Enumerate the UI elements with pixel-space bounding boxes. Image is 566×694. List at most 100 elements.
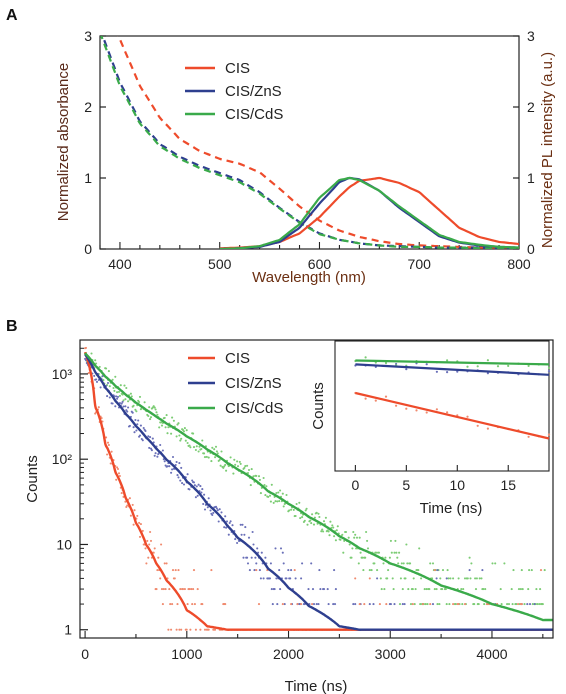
decay-point-cis-zns [159,443,162,447]
decay-point-cis-zns [270,588,273,591]
decay-point-cis-cds [398,551,401,554]
decay-point-cis-cds [282,505,285,508]
decay-point-cis-cds [214,456,217,459]
decay-point-cis-cds [315,511,318,514]
decay-point-cis-cds [238,460,241,463]
decay-point-cis-zns [180,466,183,469]
decay-point-cis-cds [299,517,302,520]
inset-point-cis-zns [446,371,449,374]
inset-point-cis [395,404,398,407]
inset-point-cis [476,424,479,427]
decay-point-cis [149,530,152,534]
decay-point-cis-zns [186,473,189,476]
decay-point-cis-cds [281,492,284,495]
decay-point-cis-cds [105,367,108,370]
decay-point-cis-zns [134,418,137,422]
decay-point-cis-cds [436,603,439,606]
decay-point-cis [133,509,136,512]
decay-point-cis-zns [106,381,110,385]
decay-point-cis-zns [150,449,153,452]
decay-point-cis-zns [115,395,118,398]
decay-point-cis-cds [203,452,206,455]
decay-point-cis-cds [192,446,196,449]
decay-point-cis-cds [375,551,378,554]
decay-point-cis-zns [254,556,257,559]
decay-point-cis-cds [383,588,386,591]
inset-point-cis-zns [456,370,459,373]
decay-point-cis-zns [133,431,136,434]
decay-point-cis-cds [138,395,142,398]
decay-point-cis-cds [305,507,308,510]
decay-point-cis [255,569,258,572]
decay-point-cis-cds [398,603,402,606]
decay-point-cis-cds [512,569,515,572]
decay-point-cis-cds [130,395,133,398]
decay-point-cis-cds [324,516,327,519]
decay-point-cis-cds [519,588,522,591]
panel-b-x-tick-label: 4000 [476,646,507,662]
decay-point-cis-zns [179,479,182,482]
decay-point-cis [131,503,134,506]
decay-point-cis-cds [214,445,218,448]
decay-point-cis [126,504,129,507]
decay-point-cis-cds [536,603,539,606]
decay-point-cis [146,539,149,542]
panel-a-right-tick-label: 2 [527,99,535,115]
decay-point-cis [132,523,135,526]
decay-point-cis [411,603,414,606]
decay-point-cis-cds [417,569,420,572]
decay-point-cis [517,603,520,606]
decay-point-cis [157,556,160,559]
decay-point-cis-zns [211,513,214,517]
decay-point-cis-cds [263,483,266,487]
decay-point-cis-zns [142,426,145,430]
inset-point-cis [374,399,377,402]
decay-point-cis-cds [470,562,473,565]
decay-point-cis-cds [423,588,426,591]
decay-point-cis-zns [239,523,242,526]
decay-point-cis-cds [322,530,325,533]
decay-point-cis-zns [468,569,471,572]
decay-point-cis-cds [446,569,449,572]
inset-fit-cis-cds [355,359,550,366]
decay-point-cis-zns [122,405,125,408]
decay-point-cis-cds [362,569,365,572]
decay-point-cis-zns [124,405,127,408]
decay-point-cis-zns [236,541,239,545]
decay-point-cis-cds [353,536,356,539]
decay-point-cis-zns [269,562,272,565]
decay-point-cis-zns [319,588,322,591]
panel-b-y-tick-label: 1 [64,622,72,638]
decay-point-cis [186,603,189,606]
decay-point-cis [109,462,112,465]
decay-point-cis-cds [160,421,163,424]
decay-point-cis [539,569,543,572]
decay-point-cis-zns [273,588,276,591]
decay-point-cis [152,551,155,554]
inset-point-cis-zns [405,368,408,371]
decay-point-cis-cds [368,569,371,572]
decay-point-cis-cds [484,588,487,591]
decay-point-cis-cds [102,379,105,382]
decay-point-cis-cds [274,500,277,503]
decay-point-cis-cds [463,577,467,580]
decay-point-cis-zns [333,569,336,572]
decay-chart: 1 10 10² 10³ 0 1000 2000 3000 4000 Time (ns) Co… [24,339,554,694]
decay-point-cis-cds [320,530,323,533]
decay-point-cis [296,603,299,606]
decay-point-cis-cds [179,439,182,442]
decay-point-cis-cds [246,471,250,475]
decay-point-cis-cds [438,603,441,606]
decay-point-cis-cds [265,485,268,488]
decay-point-cis-zns [153,454,156,457]
decay-point-cis-cds [119,384,122,387]
panel-b-legend-label-cis-zns: CIS/ZnS [225,375,282,392]
decay-point-cis-cds [379,577,382,580]
decay-point-cis-zns [229,520,232,523]
decay-point-cis-zns [156,455,159,458]
decay-point-cis-cds [530,569,533,572]
decay-point-cis [176,603,179,606]
inset-point-cis-zns [486,372,489,375]
decay-point-cis-cds [351,547,354,550]
decay-point-cis-cds [543,569,546,572]
